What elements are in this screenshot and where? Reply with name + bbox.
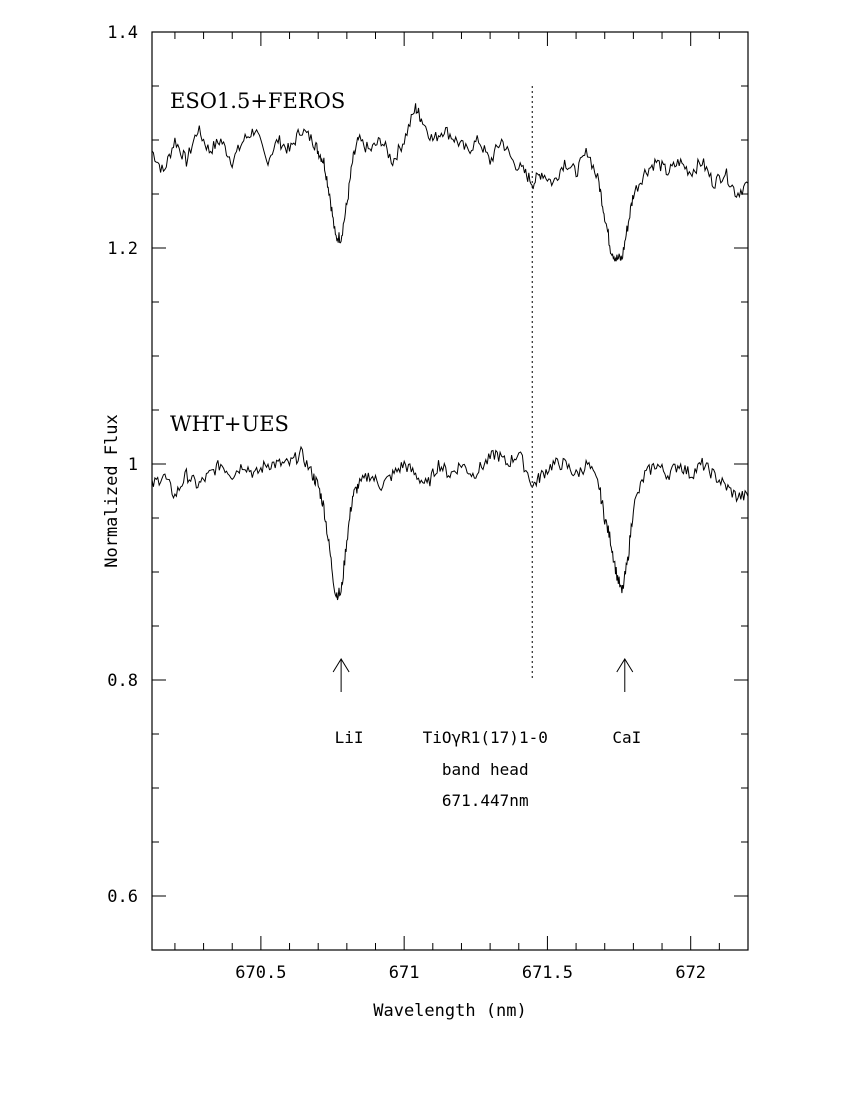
series-line-1 xyxy=(151,445,749,601)
x-tick-label: 671 xyxy=(389,963,420,983)
x-tick-label: 672 xyxy=(675,963,706,983)
y-axis-ticks xyxy=(152,31,748,951)
y-tick-label: 0.8 xyxy=(107,671,138,691)
x-axis-ticks xyxy=(174,32,749,950)
li-arrow xyxy=(332,658,350,692)
li-annotation: LiI xyxy=(335,728,364,747)
ca-annotation: CaI xyxy=(612,728,641,747)
arrow-head xyxy=(616,658,634,673)
x-tick-label: 670.5 xyxy=(235,963,286,983)
series-label-feros: ESO1.5+FEROS xyxy=(170,89,345,113)
tio-annotation-line2: band head xyxy=(442,760,529,779)
y-tick-label: 1.4 xyxy=(107,23,138,43)
y-axis-tick-labels: 0.6 0.8 1 1.2 1.4 xyxy=(107,23,138,907)
x-axis-tick-labels: 670.5 671 671.5 672 xyxy=(235,963,706,983)
series-line-0 xyxy=(151,103,749,262)
y-tick-label: 1.2 xyxy=(107,239,138,259)
y-tick-label: 0.6 xyxy=(107,887,138,907)
tio-annotation-line3: 671.447nm xyxy=(442,791,529,810)
x-axis-title: Wavelength (nm) xyxy=(373,1001,527,1021)
series-label-ues: WHT+UES xyxy=(170,412,289,436)
ca-arrow xyxy=(616,658,634,692)
x-tick-label: 671.5 xyxy=(522,963,573,983)
spectrum-lines xyxy=(151,103,749,601)
y-tick-label: 1 xyxy=(128,455,138,475)
tio-annotation-line1: TiOγR1(17)1-0 xyxy=(423,728,548,747)
plot-frame xyxy=(151,31,749,951)
arrow-head xyxy=(332,658,350,673)
y-axis-title: Normalized Flux xyxy=(102,414,122,568)
